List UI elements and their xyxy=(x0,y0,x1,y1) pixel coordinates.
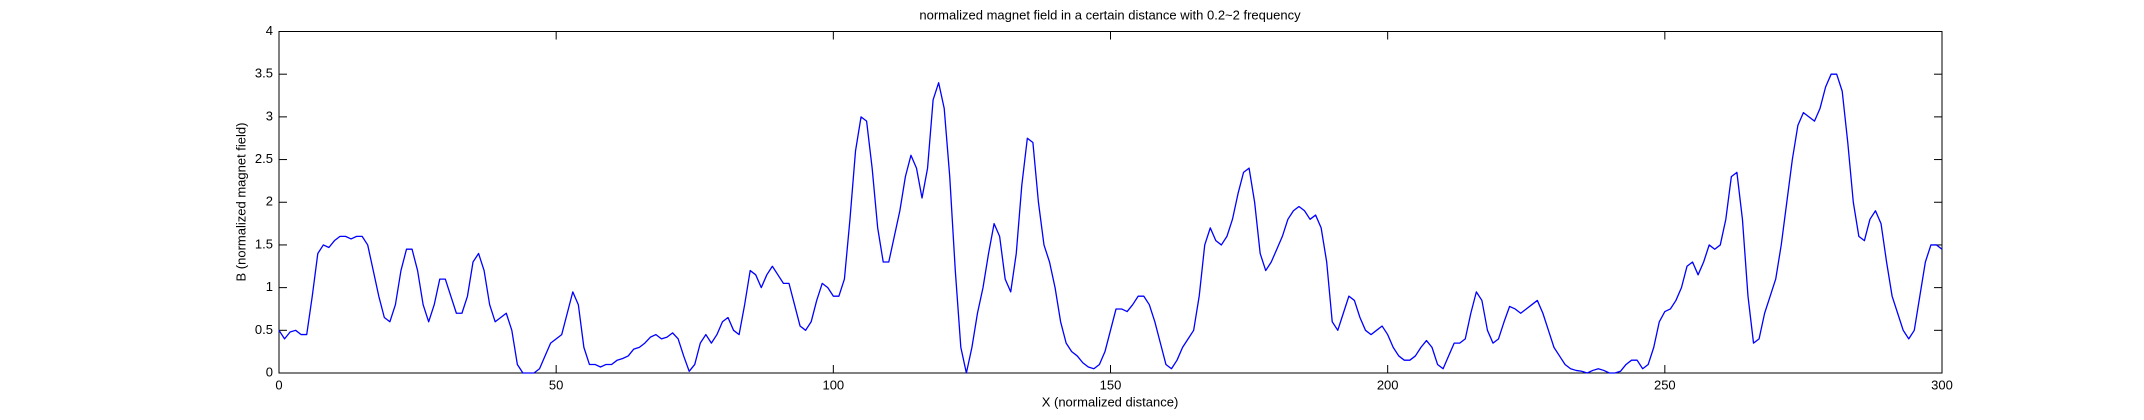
y-tick-label: 3.5 xyxy=(255,66,273,81)
y-tick-label: 1 xyxy=(266,279,273,294)
y-tick-label: 0 xyxy=(266,364,273,379)
x-axis-label: X (normalized distance) xyxy=(1042,394,1179,409)
y-tick-label: 2 xyxy=(266,194,273,209)
x-tick-label: 50 xyxy=(549,377,563,392)
data-line xyxy=(278,73,1943,374)
x-tick-label: 0 xyxy=(275,377,282,392)
y-tick-label: 0.5 xyxy=(255,322,273,337)
y-tick-label: 1.5 xyxy=(255,236,273,251)
y-tick-label: 3 xyxy=(266,108,273,123)
x-tick-label: 300 xyxy=(1931,377,1953,392)
x-tick-label: 150 xyxy=(1100,377,1122,392)
x-tick-label: 200 xyxy=(1377,377,1399,392)
y-axis-label: B (normalized magnet field) xyxy=(233,123,248,282)
plot-area xyxy=(278,31,1943,374)
x-tick-label: 250 xyxy=(1654,377,1676,392)
y-tick-label: 2.5 xyxy=(255,151,273,166)
chart-title: normalized magnet field in a certain dis… xyxy=(919,7,1301,22)
x-tick-label: 100 xyxy=(822,377,844,392)
y-tick-label: 4 xyxy=(266,23,273,38)
